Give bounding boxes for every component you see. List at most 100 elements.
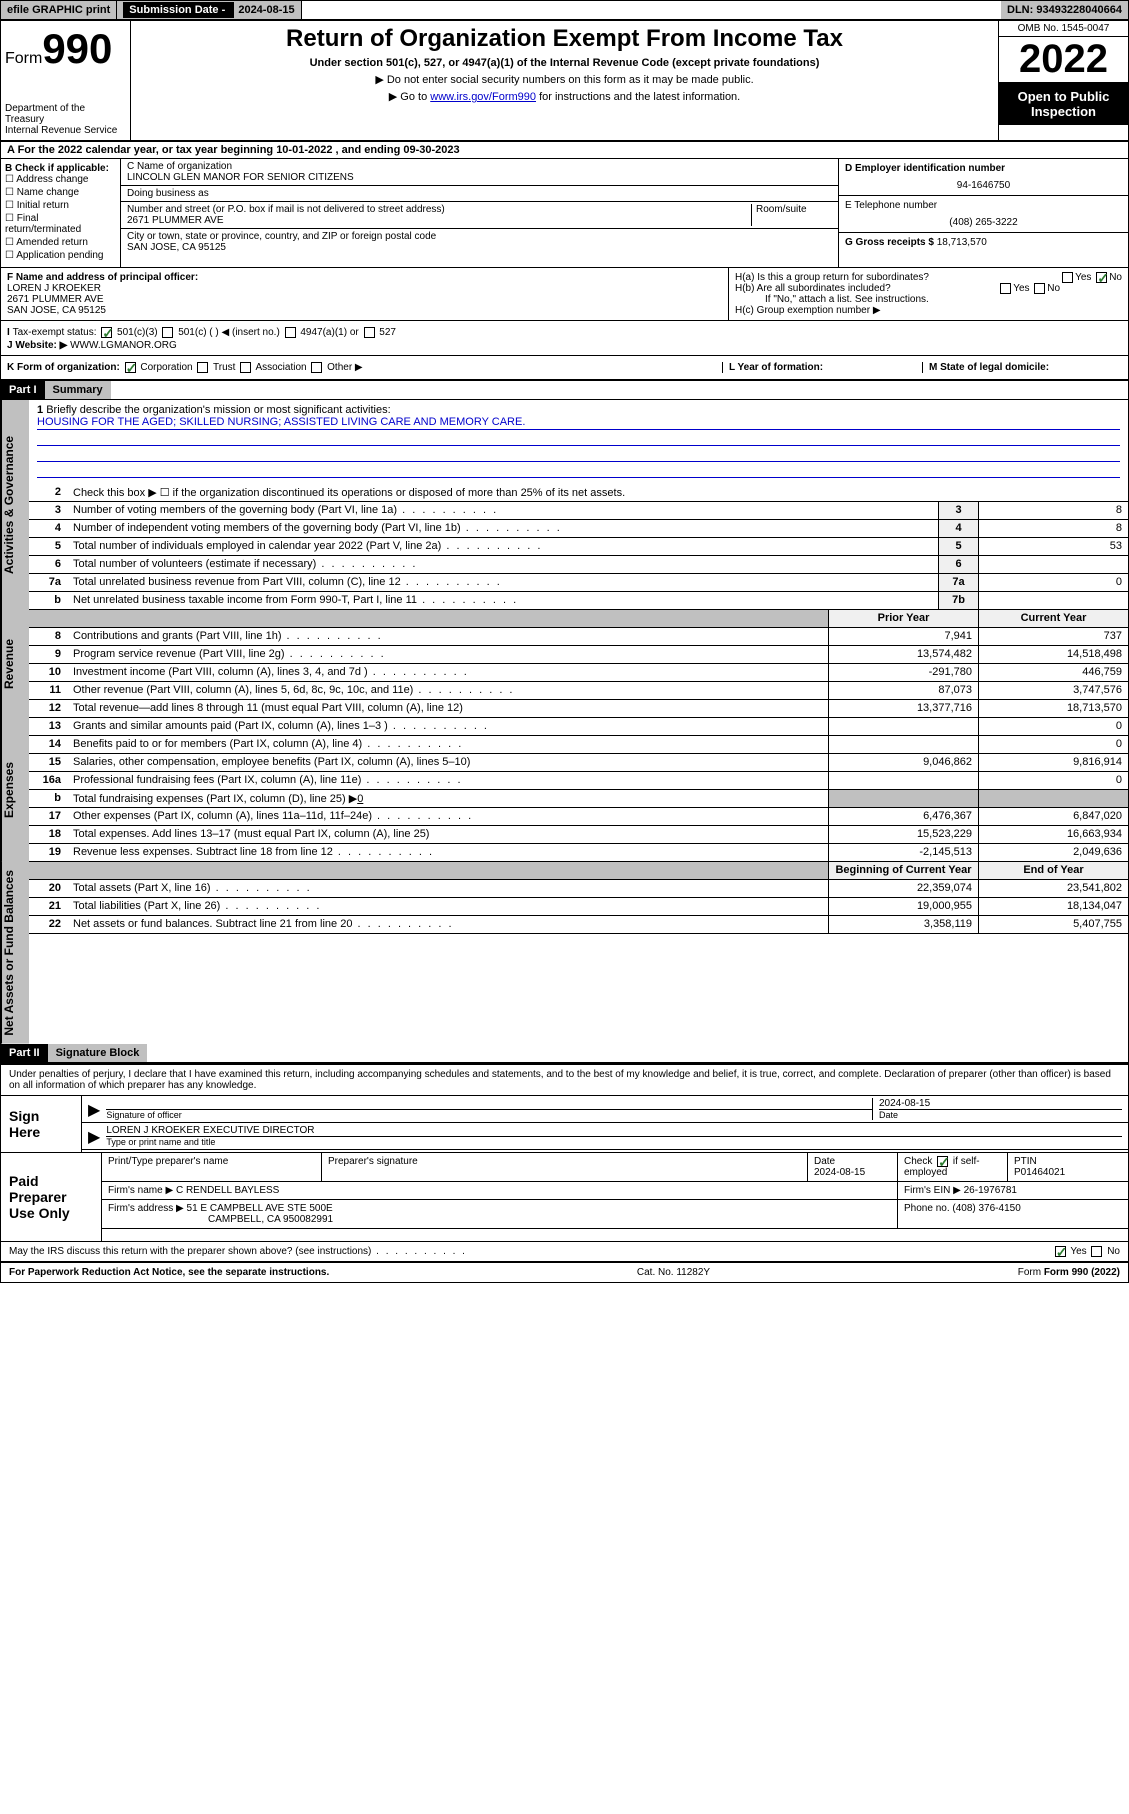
header-right: OMB No. 1545-0047 2022 Open to Public In… [998, 21, 1128, 140]
line-13: Grants and similar amounts paid (Part IX… [69, 718, 828, 735]
val-3: 8 [978, 502, 1128, 519]
line-17: Other expenses (Part IX, column (A), lin… [69, 808, 828, 825]
f-label: F Name and address of principal officer: [7, 272, 722, 283]
line-18: Total expenses. Add lines 13–17 (must eq… [69, 826, 828, 843]
part2-title: Signature Block [48, 1044, 148, 1062]
val-6 [978, 556, 1128, 573]
hb: H(b) Are all subordinates included? Yes … [735, 283, 1122, 294]
chk-final-return: ☐ Final return/terminated [5, 213, 116, 235]
p10: -291,780 [828, 664, 978, 681]
val-7a: 0 [978, 574, 1128, 591]
c10: 446,759 [978, 664, 1128, 681]
line-11: Other revenue (Part VIII, column (A), li… [69, 682, 828, 699]
header-mid: Return of Organization Exempt From Incom… [131, 21, 998, 140]
part1-header: Part I Summary [1, 381, 1128, 400]
room-label: Room/suite [752, 204, 832, 226]
p18: 15,523,229 [828, 826, 978, 843]
date-label: Date [879, 1109, 1122, 1120]
sig-intro: Under penalties of perjury, I declare th… [1, 1065, 1128, 1096]
row-h: H(a) Is this a group return for subordin… [728, 268, 1128, 320]
form-ref: Form Form 990 (2022) [1018, 1267, 1120, 1278]
form-title: Return of Organization Exempt From Incom… [139, 25, 990, 53]
f-name: LOREN J KROEKER [7, 283, 722, 294]
chk-app-pending: ☐ Application pending [5, 250, 116, 261]
vtab-netassets: Net Assets or Fund Balances [1, 862, 29, 1044]
phone-label: E Telephone number [845, 200, 1122, 211]
summary-governance: Activities & Governance 1 Briefly descri… [1, 400, 1128, 610]
sign-here-label: Sign Here [1, 1096, 81, 1152]
ein: 94-1646750 [845, 180, 1122, 191]
chk-address-change: ☐ Address change [5, 174, 116, 185]
discuss-no-checkbox [1091, 1246, 1102, 1257]
form-prefix: Form [5, 50, 42, 67]
ha-yes-checkbox [1062, 272, 1073, 283]
p13 [828, 718, 978, 735]
assoc-checkbox [240, 362, 251, 373]
line-20: Total assets (Part X, line 16) [69, 880, 828, 897]
line-19: Revenue less expenses. Subtract line 18 … [69, 844, 828, 861]
row-i-j: I Tax-exempt status: 501(c)(3) 501(c) ( … [1, 321, 1128, 356]
self-employed-checkbox [937, 1156, 948, 1167]
gross-receipts-cell: G Gross receipts $ 18,713,570 [839, 233, 1128, 267]
sig-date: 2024-08-15 [879, 1098, 1122, 1109]
p21: 19,000,955 [828, 898, 978, 915]
main-block: B Check if applicable: ☐ Address change … [1, 159, 1128, 268]
vtab-governance: Activities & Governance [1, 400, 29, 610]
c9: 14,518,498 [978, 646, 1128, 663]
c19: 2,049,636 [978, 844, 1128, 861]
line-16a: Professional fundraising fees (Part IX, … [69, 772, 828, 789]
discuss-row: May the IRS discuss this return with the… [1, 1241, 1128, 1261]
4947-checkbox [285, 327, 296, 338]
discuss-question: May the IRS discuss this return with the… [9, 1246, 467, 1257]
form-990-page: efile GRAPHIC print Submission Date - 20… [0, 0, 1129, 1283]
c13: 0 [978, 718, 1128, 735]
website: WWW.LGMANOR.ORG [70, 340, 177, 351]
irs-link[interactable]: www.irs.gov/Form990 [430, 91, 536, 103]
part2-header: Part II Signature Block [1, 1044, 1128, 1063]
dln-value: 93493228040664 [1036, 4, 1122, 16]
page-footer: For Paperwork Reduction Act Notice, see … [1, 1261, 1128, 1282]
c20: 23,541,802 [978, 880, 1128, 897]
current-year-label: Current Year [978, 610, 1128, 627]
form-number: Form990 [5, 25, 126, 73]
line-3: Number of voting members of the governin… [69, 502, 938, 519]
dba-cell: Doing business as [121, 186, 838, 202]
hb-note: If "No," attach a list. See instructions… [735, 294, 1122, 305]
other-checkbox [311, 362, 322, 373]
line-7a: Total unrelated business revenue from Pa… [69, 574, 938, 591]
dept-treasury: Department of the Treasury Internal Reve… [5, 103, 126, 136]
j-label: J Website: ▶ [7, 340, 70, 351]
vtab-expenses: Expenses [1, 718, 29, 862]
line-9: Program service revenue (Part VIII, line… [69, 646, 828, 663]
col-c: C Name of organization LINCOLN GLEN MANO… [121, 159, 838, 267]
c21: 18,134,047 [978, 898, 1128, 915]
val-4: 8 [978, 520, 1128, 537]
firm-phone: (408) 376-4150 [952, 1203, 1020, 1214]
gross-label: G Gross receipts $ [845, 237, 937, 248]
line-6: Total number of volunteers (estimate if … [69, 556, 938, 573]
ein-label: D Employer identification number [845, 163, 1122, 174]
p8: 7,941 [828, 628, 978, 645]
topbar: efile GRAPHIC print Submission Date - 20… [1, 1, 1128, 21]
addr-label: Number and street (or P.O. box if mail i… [127, 204, 747, 215]
dba-label: Doing business as [127, 188, 832, 199]
addr: 2671 PLUMMER AVE [127, 215, 747, 226]
line-7b: Net unrelated business taxable income fr… [69, 592, 938, 609]
summary-netassets: Net Assets or Fund Balances Beginning of… [1, 862, 1128, 1044]
p12: 13,377,716 [828, 700, 978, 717]
line-12: Total revenue—add lines 8 through 11 (mu… [69, 700, 828, 717]
officer-name-title: LOREN J KROEKER EXECUTIVE DIRECTOR [106, 1125, 1122, 1136]
p19: -2,145,513 [828, 844, 978, 861]
city-label: City or town, state or province, country… [127, 231, 832, 242]
submission-date: Submission Date - 2024-08-15 [117, 1, 301, 19]
p11: 87,073 [828, 682, 978, 699]
c15: 9,816,914 [978, 754, 1128, 771]
line-15: Salaries, other compensation, employee b… [69, 754, 828, 771]
org-name-cell: C Name of organization LINCOLN GLEN MANO… [121, 159, 838, 186]
vtab-revenue: Revenue [1, 610, 29, 718]
sig-officer-label: Signature of officer [106, 1109, 872, 1120]
c18: 16,663,934 [978, 826, 1128, 843]
form-num: 990 [42, 25, 112, 72]
paid-preparer-block: Paid Preparer Use Only Print/Type prepar… [1, 1152, 1128, 1241]
warn2: ▶ Go to www.irs.gov/Form990 for instruct… [139, 90, 990, 103]
